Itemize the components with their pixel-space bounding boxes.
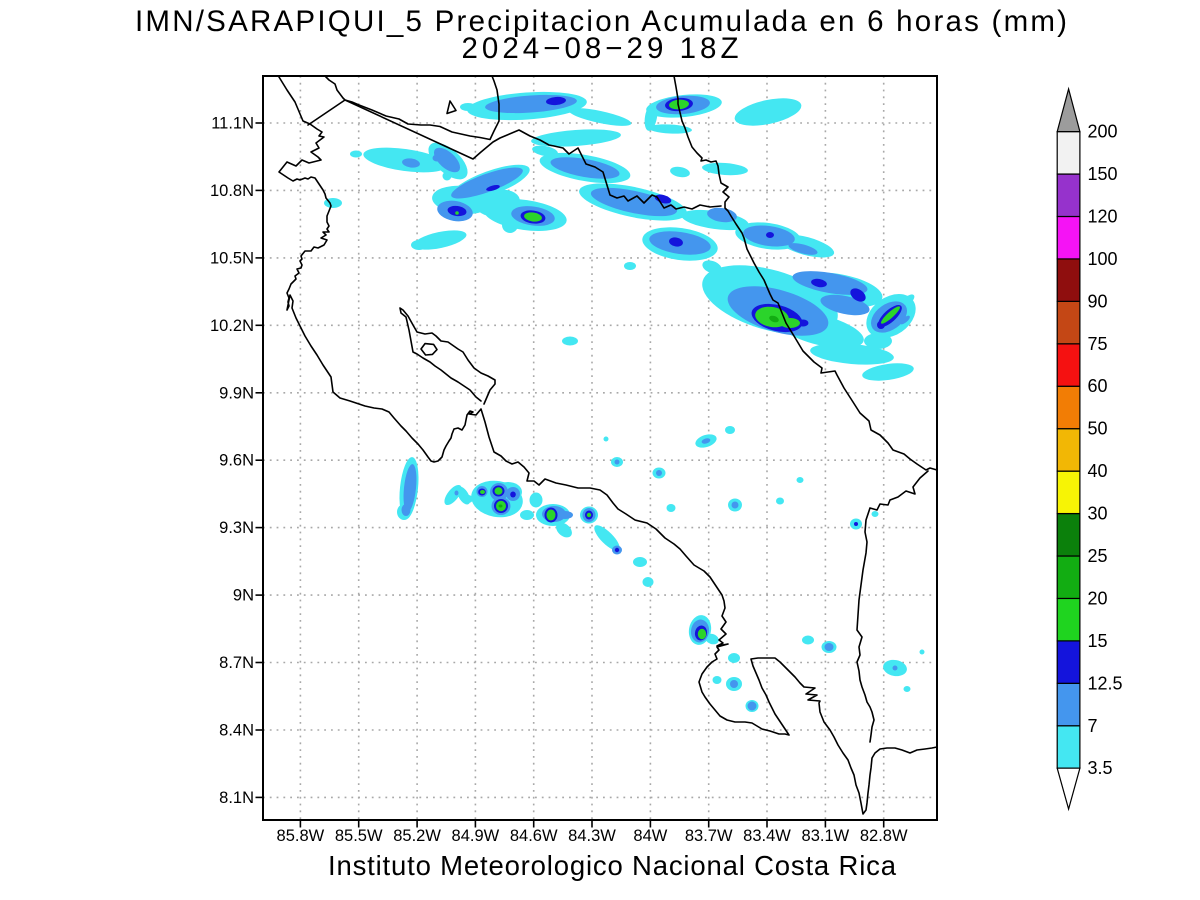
svg-text:84.9W: 84.9W [452, 827, 500, 845]
svg-text:10.5N: 10.5N [210, 249, 254, 267]
svg-text:50: 50 [1088, 419, 1108, 439]
svg-text:82.8W: 82.8W [860, 827, 908, 845]
svg-text:9.3N: 9.3N [219, 519, 254, 537]
svg-text:40: 40 [1088, 461, 1108, 481]
svg-text:15: 15 [1088, 631, 1108, 651]
svg-text:10.8N: 10.8N [210, 182, 254, 200]
svg-text:9.9N: 9.9N [219, 384, 254, 402]
svg-text:IMN/SARAPIQUI_5 Precipitacion: IMN/SARAPIQUI_5 Precipitacion Acumulada … [135, 5, 1067, 38]
svg-text:8.7N: 8.7N [219, 654, 254, 672]
svg-text:Instituto Meteorologico Nacion: Instituto Meteorologico Nacional Costa R… [328, 850, 897, 881]
svg-text:85.8W: 85.8W [277, 827, 325, 845]
svg-text:200: 200 [1088, 122, 1118, 142]
svg-text:84.3W: 84.3W [568, 827, 616, 845]
svg-text:85.5W: 85.5W [335, 827, 383, 845]
svg-text:83.4W: 83.4W [743, 827, 791, 845]
svg-text:3.5: 3.5 [1088, 758, 1113, 778]
svg-text:9N: 9N [233, 587, 254, 605]
svg-text:75: 75 [1088, 334, 1108, 354]
svg-text:11.1N: 11.1N [211, 115, 254, 133]
svg-text:85.2W: 85.2W [393, 827, 441, 845]
svg-text:30: 30 [1088, 504, 1108, 524]
svg-text:60: 60 [1088, 376, 1108, 396]
svg-text:10.2N: 10.2N [210, 317, 254, 335]
svg-text:9.6N: 9.6N [219, 452, 254, 470]
svg-text:8.1N: 8.1N [219, 789, 254, 807]
svg-text:20: 20 [1088, 588, 1108, 608]
svg-text:150: 150 [1088, 164, 1118, 184]
svg-text:90: 90 [1088, 291, 1108, 311]
svg-text:83.1W: 83.1W [802, 827, 850, 845]
svg-text:84.6W: 84.6W [510, 827, 558, 845]
svg-text:100: 100 [1088, 249, 1118, 269]
svg-text:8.4N: 8.4N [219, 722, 254, 740]
svg-text:120: 120 [1088, 207, 1118, 227]
svg-text:83.7W: 83.7W [685, 827, 733, 845]
svg-text:84W: 84W [633, 827, 667, 845]
svg-text:2024−08−29 18Z: 2024−08−29 18Z [462, 32, 739, 65]
svg-text:25: 25 [1088, 546, 1108, 566]
svg-text:12.5: 12.5 [1088, 673, 1123, 693]
svg-text:7: 7 [1088, 716, 1098, 736]
